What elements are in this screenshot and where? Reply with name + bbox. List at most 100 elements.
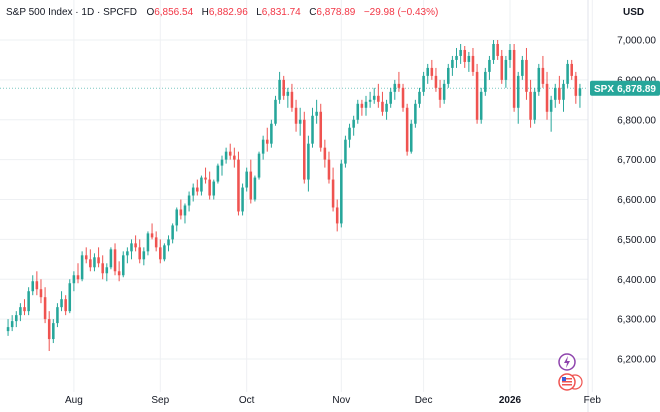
candle [525, 47, 528, 100]
candle-body [286, 91, 290, 96]
candle-body [97, 257, 100, 264]
legend-change: −29.98 (−0.43%) [364, 7, 439, 18]
candle [574, 71, 578, 104]
x-tick-label: Feb [584, 395, 602, 406]
candle-body [64, 299, 67, 312]
candle-body [142, 251, 146, 260]
candle [553, 83, 557, 108]
time-axis[interactable]: AugSepOctNovDec2026FebMar [65, 395, 660, 406]
candle-body [175, 209, 179, 226]
candle [233, 147, 236, 168]
candle [142, 247, 146, 266]
candle-body [364, 101, 368, 108]
candle [405, 103, 409, 156]
candle-body [553, 87, 557, 100]
candle [113, 243, 117, 276]
currency-label[interactable]: USD [623, 7, 644, 18]
candle-body [529, 91, 532, 120]
candle [290, 83, 294, 112]
candle [377, 83, 380, 108]
candle [372, 87, 376, 104]
candle [389, 87, 392, 108]
candle-body [31, 281, 35, 292]
candle [19, 303, 22, 322]
candle-body [311, 115, 314, 144]
alert-badge[interactable] [558, 353, 576, 371]
candle-body [80, 255, 84, 280]
candle [484, 67, 487, 96]
events-badge[interactable] [558, 373, 583, 391]
candle [154, 231, 158, 252]
candle-body [179, 209, 183, 216]
candle [529, 79, 532, 128]
candle [97, 247, 100, 268]
candle [344, 135, 347, 168]
candle-body [463, 49, 467, 62]
candle-body [212, 181, 216, 196]
candle [216, 163, 220, 184]
candle-body [566, 63, 569, 84]
candle [35, 271, 39, 296]
candle [56, 303, 59, 328]
candle-body [442, 83, 446, 100]
candle-body [282, 79, 285, 96]
candle [385, 99, 388, 120]
candles [6, 40, 582, 352]
candle-body [233, 155, 236, 160]
y-tick-label: 6,300.00 [617, 315, 656, 326]
candle [364, 95, 368, 116]
candle-body [307, 143, 310, 180]
candle [455, 47, 458, 68]
candle [471, 47, 475, 76]
candle-body [43, 297, 47, 320]
candle [537, 63, 541, 96]
candle-body [68, 283, 72, 312]
candle [60, 291, 63, 312]
candle [163, 243, 166, 262]
flag-stripe-icon [562, 381, 572, 383]
candle-body [191, 187, 195, 196]
candle-body [146, 233, 150, 252]
candle-body [76, 275, 80, 280]
candle [10, 315, 14, 332]
candle-body [492, 43, 495, 60]
candle [512, 43, 516, 112]
candle-body [303, 119, 306, 180]
candle-body [6, 327, 10, 332]
candle [191, 183, 195, 202]
candle-body [167, 239, 170, 246]
candle [459, 43, 462, 64]
legend-high-value: 6,882.96 [209, 7, 248, 18]
candle [257, 151, 261, 180]
candle-body [228, 151, 232, 156]
candle [401, 83, 405, 112]
candle-body [274, 99, 277, 124]
candle [183, 203, 187, 224]
candle [187, 191, 191, 212]
candle-body [101, 263, 104, 274]
candle [167, 235, 170, 252]
candle [426, 63, 429, 84]
candle [72, 271, 76, 292]
x-tick-label: Aug [65, 395, 83, 406]
legend-close-label: C [309, 7, 316, 18]
candle-body [574, 75, 578, 96]
flag-stripe-icon [562, 384, 572, 386]
candle [397, 71, 401, 92]
candle-body [35, 281, 39, 290]
price-tag-background [590, 80, 660, 96]
candle-body [298, 119, 302, 124]
candle-body [475, 71, 479, 120]
candle [508, 43, 512, 68]
candle-body [562, 83, 565, 100]
candle-body [496, 43, 499, 56]
candle [414, 99, 417, 128]
candle [479, 87, 483, 124]
candle-body [159, 247, 162, 260]
candle-body [516, 75, 520, 108]
candle [340, 159, 343, 228]
y-tick-label: 7,000.00 [617, 36, 656, 47]
candle-body [150, 233, 154, 238]
